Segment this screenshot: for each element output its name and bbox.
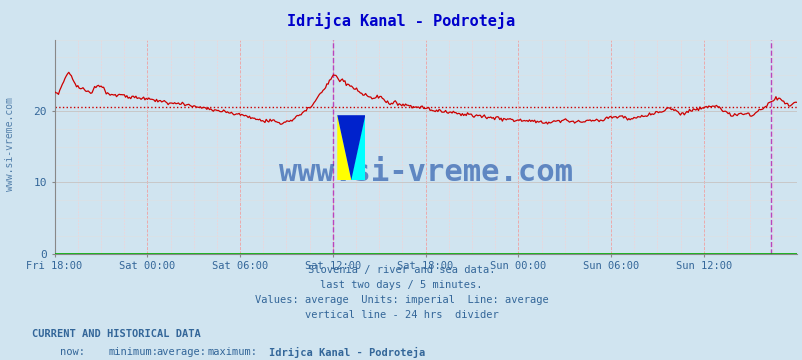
Text: maximum:: maximum: [207, 347, 257, 357]
Text: Idrijca Kanal - Podroteja: Idrijca Kanal - Podroteja [287, 13, 515, 30]
Text: Idrijca Kanal - Podroteja: Idrijca Kanal - Podroteja [269, 347, 425, 358]
Polygon shape [350, 115, 365, 180]
Text: vertical line - 24 hrs  divider: vertical line - 24 hrs divider [304, 310, 498, 320]
Text: CURRENT AND HISTORICAL DATA: CURRENT AND HISTORICAL DATA [32, 329, 200, 339]
Text: Slovenia / river and sea data.: Slovenia / river and sea data. [307, 265, 495, 275]
Text: www.si-vreme.com: www.si-vreme.com [6, 97, 15, 191]
Text: now:: now: [60, 347, 85, 357]
Text: average:: average: [156, 347, 206, 357]
Polygon shape [337, 115, 365, 180]
Text: minimum:: minimum: [108, 347, 158, 357]
Polygon shape [337, 115, 350, 180]
Text: Values: average  Units: imperial  Line: average: Values: average Units: imperial Line: av… [254, 295, 548, 305]
Text: last two days / 5 minutes.: last two days / 5 minutes. [320, 280, 482, 290]
Text: www.si-vreme.com: www.si-vreme.com [278, 158, 572, 187]
